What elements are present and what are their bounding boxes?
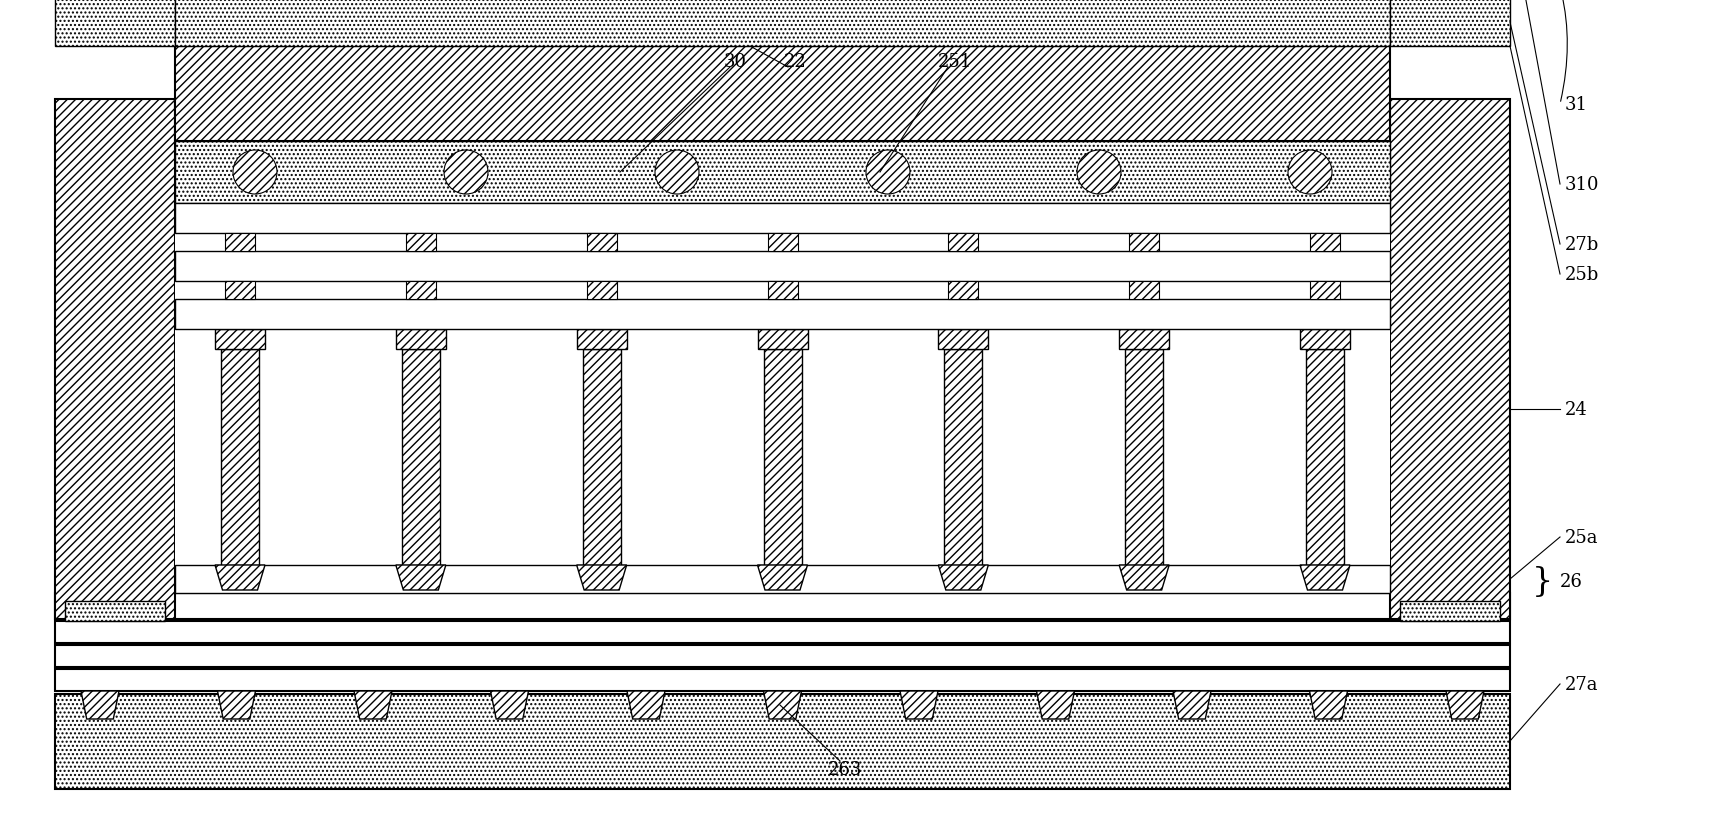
Bar [174, 251, 1389, 282]
Polygon shape [1310, 691, 1348, 719]
Text: }: } [1531, 565, 1553, 597]
Bar [174, 204, 1389, 233]
Bar [224, 233, 255, 251]
Circle shape [444, 151, 488, 195]
Bar [763, 350, 801, 565]
Bar [1129, 282, 1160, 300]
Polygon shape [1446, 691, 1484, 719]
Bar [1400, 601, 1500, 622]
Polygon shape [576, 565, 627, 590]
Polygon shape [354, 691, 392, 719]
Text: 22: 22 [784, 53, 806, 71]
Text: 310: 310 [1565, 176, 1600, 194]
Bar [583, 350, 621, 565]
Polygon shape [216, 565, 266, 590]
Bar [1129, 233, 1160, 251]
Bar [1389, 100, 1510, 619]
Bar [55, 669, 1510, 691]
Bar [224, 282, 255, 300]
Bar [174, 300, 1389, 329]
Bar [174, 565, 1389, 593]
Text: 25a: 25a [1565, 528, 1598, 546]
Text: 263: 263 [828, 760, 863, 778]
Bar [1307, 350, 1345, 565]
Bar [174, 100, 1389, 593]
Bar [587, 233, 616, 251]
Bar [1310, 282, 1339, 300]
Polygon shape [627, 691, 665, 719]
Bar [55, 100, 174, 619]
Circle shape [233, 151, 276, 195]
Text: 26: 26 [1560, 572, 1583, 590]
Polygon shape [899, 691, 937, 719]
Circle shape [1288, 151, 1332, 195]
Text: 27b: 27b [1565, 236, 1600, 254]
Text: 25b: 25b [1565, 265, 1600, 283]
Bar [1125, 350, 1163, 565]
Bar [402, 350, 440, 565]
Bar [55, 695, 1510, 789]
Bar [948, 282, 979, 300]
Bar [174, 142, 1389, 204]
Bar [768, 282, 797, 300]
Text: 31: 31 [1565, 96, 1588, 114]
Bar [939, 329, 989, 350]
Polygon shape [939, 565, 989, 590]
Bar [1300, 329, 1350, 350]
Polygon shape [217, 691, 255, 719]
Circle shape [1077, 151, 1120, 195]
Bar [1389, 0, 1510, 47]
Bar [1310, 233, 1339, 251]
Bar [216, 329, 266, 350]
Circle shape [654, 151, 699, 195]
Text: 27a: 27a [1565, 675, 1598, 693]
Text: 30: 30 [723, 53, 747, 71]
Polygon shape [1300, 565, 1350, 590]
Polygon shape [763, 691, 801, 719]
Bar [174, 0, 1389, 47]
Bar [587, 282, 616, 300]
Polygon shape [395, 565, 445, 590]
Bar [406, 233, 437, 251]
Bar [1118, 329, 1169, 350]
Bar [944, 350, 982, 565]
Polygon shape [490, 691, 528, 719]
Polygon shape [1037, 691, 1075, 719]
Bar [406, 282, 437, 300]
Bar [66, 601, 166, 622]
Bar [55, 0, 174, 47]
Bar [948, 233, 979, 251]
Bar [576, 329, 627, 350]
Text: 24: 24 [1565, 400, 1588, 419]
FancyArrowPatch shape [1512, 0, 1567, 102]
Bar [174, 47, 1389, 142]
Polygon shape [758, 565, 808, 590]
Polygon shape [1118, 565, 1169, 590]
Text: 251: 251 [937, 53, 972, 71]
Bar [221, 350, 259, 565]
Polygon shape [81, 691, 119, 719]
Bar [55, 593, 1510, 619]
Bar [768, 233, 797, 251]
Polygon shape [1174, 691, 1212, 719]
Bar [55, 622, 1510, 643]
Bar [758, 329, 808, 350]
Circle shape [866, 151, 910, 195]
Bar [395, 329, 445, 350]
Bar [55, 645, 1510, 667]
